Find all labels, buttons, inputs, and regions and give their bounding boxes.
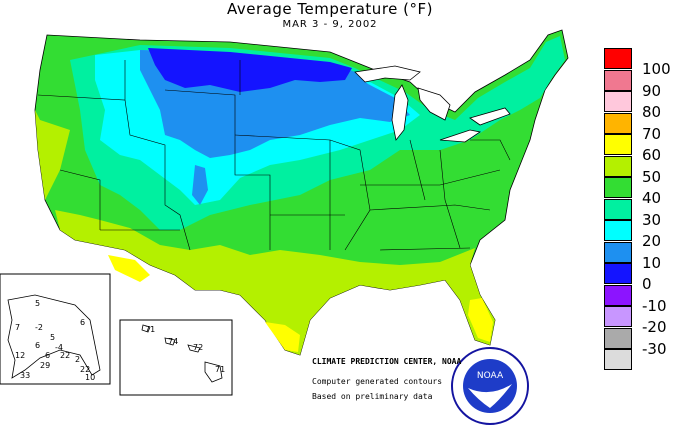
hawaii-value: 72 [193, 343, 203, 352]
legend-swatch [604, 284, 632, 306]
alaska-value: 22 [80, 365, 90, 374]
hawaii-islands [141, 324, 223, 383]
band-50 [35, 110, 495, 355]
legend-swatch [604, 198, 632, 220]
band-60-texas [265, 322, 300, 352]
legend-swatch [604, 241, 632, 263]
alaska-value: 2 [75, 355, 80, 364]
alaska-value: 6 [45, 351, 50, 360]
legend-label: 70 [642, 124, 662, 143]
alaska-value: 29 [40, 361, 50, 370]
alaska-value: 12 [15, 351, 25, 360]
hawaii-value: 74 [168, 337, 178, 346]
state-boundaries [37, 60, 511, 251]
legend-label: 60 [642, 146, 662, 164]
band-10-colorado [192, 165, 208, 205]
legend-label: 50 [642, 167, 662, 186]
legend-label: -30 [642, 339, 667, 358]
credit-contours: Computer generated contours [312, 377, 443, 386]
legend-label: -10 [642, 296, 667, 315]
noaa-logo: NOAA [451, 347, 529, 425]
legend-swatch [604, 48, 632, 69]
alaska-value: 6 [35, 341, 40, 350]
legend-label: -20 [642, 318, 667, 336]
legend-swatch [604, 134, 632, 155]
band-0 [148, 48, 352, 92]
legend-label: 40 [642, 189, 662, 207]
legend-swatch [604, 220, 632, 241]
legend-label: 100 [642, 60, 671, 78]
legend-swatch [604, 69, 632, 91]
alaska-value: -2 [35, 323, 43, 332]
map-title: Average Temperature (°F) [227, 0, 433, 18]
legend-label: 0 [642, 275, 652, 293]
legend-label: 80 [642, 103, 662, 121]
legend-label: 10 [642, 253, 662, 272]
legend-swatch-below [604, 349, 632, 370]
alaska-value: -4 [55, 343, 63, 352]
alaska-value: 5 [50, 333, 55, 342]
alaska-value: 6 [80, 318, 85, 327]
hawaii-value: 71 [215, 365, 225, 374]
legend-swatch [604, 155, 632, 177]
legend-label: 30 [642, 210, 662, 229]
legend-swatch [604, 327, 632, 349]
legend-label: 90 [642, 81, 662, 100]
alaska-value: 7 [15, 323, 20, 332]
alaska-value: 5 [35, 299, 40, 308]
noaa-logo-text: NOAA [477, 371, 504, 381]
legend-swatch [604, 91, 632, 112]
hawaii-inset-frame [119, 319, 233, 396]
legend-swatch [604, 263, 632, 284]
credit-cpc: CLIMATE PREDICTION CENTER, NOAA [312, 357, 462, 366]
legend-label: 20 [642, 232, 662, 250]
great-lakes [354, 65, 511, 143]
band-60-arizona [108, 255, 150, 282]
legend-swatch [604, 306, 632, 327]
credit-preliminary: Based on preliminary data [312, 392, 433, 401]
alaska-value: 22 [60, 351, 70, 360]
map-date-range: MAR 3 - 9, 2002 [282, 19, 378, 30]
alaska-value: 33 [20, 371, 30, 380]
alaska-outline [7, 294, 101, 379]
hawaii-value-labels: 71 74 72 71 [145, 325, 225, 374]
alaska-value: 10 [85, 373, 95, 382]
hawaii-value: 71 [145, 325, 155, 334]
band-60-florida [468, 298, 493, 342]
legend-swatch [604, 177, 632, 198]
legend-swatch [604, 112, 632, 134]
